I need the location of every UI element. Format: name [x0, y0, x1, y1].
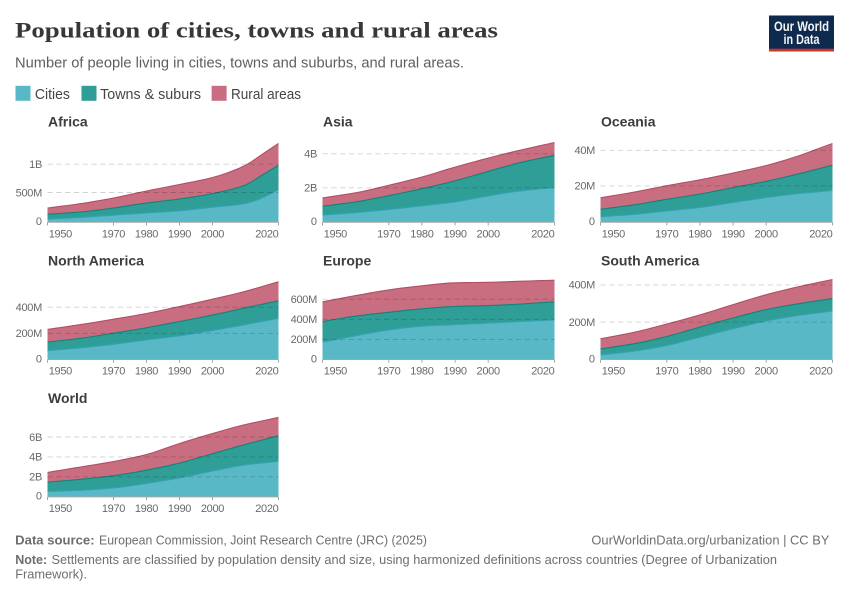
svg-text:0: 0 — [36, 491, 42, 503]
svg-text:1990: 1990 — [721, 229, 744, 241]
svg-text:in Data: in Data — [784, 32, 820, 47]
svg-text:1970: 1970 — [655, 366, 678, 378]
svg-text:World: World — [48, 390, 87, 406]
svg-text:1980: 1980 — [688, 229, 711, 241]
svg-text:1980: 1980 — [135, 366, 158, 378]
svg-text:Asia: Asia — [323, 114, 353, 130]
svg-text:2000: 2000 — [201, 503, 224, 515]
svg-text:1980: 1980 — [135, 503, 158, 515]
svg-text:Number of people living in cit: Number of people living in cities, towns… — [15, 56, 464, 72]
svg-text:Towns & suburs: Towns & suburs — [100, 86, 201, 103]
svg-text:Data source:European Commissio: Data source: European Commission, Joint R… — [15, 533, 427, 548]
svg-text:2020: 2020 — [255, 366, 278, 378]
svg-text:0: 0 — [36, 216, 42, 228]
svg-text:600M: 600M — [291, 294, 317, 306]
svg-text:2020: 2020 — [531, 229, 554, 241]
svg-text:2020: 2020 — [809, 366, 832, 378]
svg-text:1970: 1970 — [102, 229, 125, 241]
svg-text:0: 0 — [589, 353, 595, 365]
svg-text:400M: 400M — [16, 302, 42, 314]
svg-text:1990: 1990 — [443, 229, 466, 241]
svg-text:1980: 1980 — [410, 366, 433, 378]
svg-text:1970: 1970 — [102, 503, 125, 515]
svg-text:Our World: Our World — [774, 19, 829, 34]
svg-text:1980: 1980 — [688, 366, 711, 378]
svg-text:Rural areas: Rural areas — [231, 86, 301, 103]
svg-text:1980: 1980 — [410, 229, 433, 241]
svg-text:0: 0 — [36, 353, 42, 365]
svg-text:Africa: Africa — [48, 114, 88, 130]
svg-text:Cities: Cities — [35, 86, 70, 103]
svg-text:1980: 1980 — [135, 229, 158, 241]
svg-text:400M: 400M — [569, 280, 595, 292]
svg-text:40M: 40M — [575, 145, 596, 157]
svg-text:1950: 1950 — [49, 366, 72, 378]
svg-text:1970: 1970 — [655, 229, 678, 241]
svg-text:2B: 2B — [304, 183, 317, 195]
svg-text:Europe: Europe — [323, 253, 371, 269]
svg-text:2020: 2020 — [255, 229, 278, 241]
svg-text:2000: 2000 — [755, 366, 778, 378]
svg-text:2000: 2000 — [755, 229, 778, 241]
svg-text:2020: 2020 — [255, 503, 278, 515]
svg-text:1B: 1B — [29, 159, 42, 171]
svg-text:2000: 2000 — [477, 366, 500, 378]
svg-text:6B: 6B — [29, 432, 42, 444]
svg-text:2B: 2B — [29, 472, 42, 484]
svg-text:400M: 400M — [291, 314, 317, 326]
svg-text:Population of cities, towns an: Population of cities, towns and rural ar… — [15, 19, 498, 44]
svg-text:2020: 2020 — [531, 366, 554, 378]
svg-text:0: 0 — [589, 216, 595, 228]
svg-text:1950: 1950 — [324, 229, 347, 241]
svg-text:0: 0 — [311, 216, 317, 228]
svg-text:1950: 1950 — [602, 366, 625, 378]
svg-text:500M: 500M — [16, 187, 42, 199]
svg-text:0: 0 — [311, 353, 317, 365]
svg-text:200M: 200M — [291, 334, 317, 346]
svg-text:Note:Settlements are classifie: Note: Settlements are classified by popul… — [15, 552, 777, 567]
svg-text:1990: 1990 — [168, 229, 191, 241]
svg-text:North America: North America — [48, 253, 144, 269]
svg-text:200M: 200M — [569, 317, 595, 329]
svg-text:1970: 1970 — [102, 366, 125, 378]
svg-text:Framework).: Framework). — [15, 566, 87, 581]
svg-text:1950: 1950 — [49, 229, 72, 241]
svg-text:South America: South America — [601, 253, 699, 269]
svg-text:2000: 2000 — [201, 366, 224, 378]
svg-text:2000: 2000 — [201, 229, 224, 241]
svg-text:1970: 1970 — [377, 366, 400, 378]
svg-text:2020: 2020 — [809, 229, 832, 241]
svg-text:1950: 1950 — [49, 503, 72, 515]
svg-text:Oceania: Oceania — [601, 114, 656, 130]
svg-text:1990: 1990 — [443, 366, 466, 378]
svg-text:OurWorldinData.org/urbanizatio: OurWorldinData.org/urbanization | CC BY — [591, 533, 829, 548]
svg-text:2000: 2000 — [477, 229, 500, 241]
svg-text:20M: 20M — [575, 181, 596, 193]
svg-text:1950: 1950 — [602, 229, 625, 241]
svg-text:4B: 4B — [304, 149, 317, 161]
svg-text:1950: 1950 — [324, 366, 347, 378]
svg-text:1990: 1990 — [721, 366, 744, 378]
svg-text:1990: 1990 — [168, 366, 191, 378]
svg-text:1990: 1990 — [168, 503, 191, 515]
svg-text:4B: 4B — [29, 452, 42, 464]
svg-text:200M: 200M — [16, 328, 42, 340]
svg-text:1970: 1970 — [377, 229, 400, 241]
